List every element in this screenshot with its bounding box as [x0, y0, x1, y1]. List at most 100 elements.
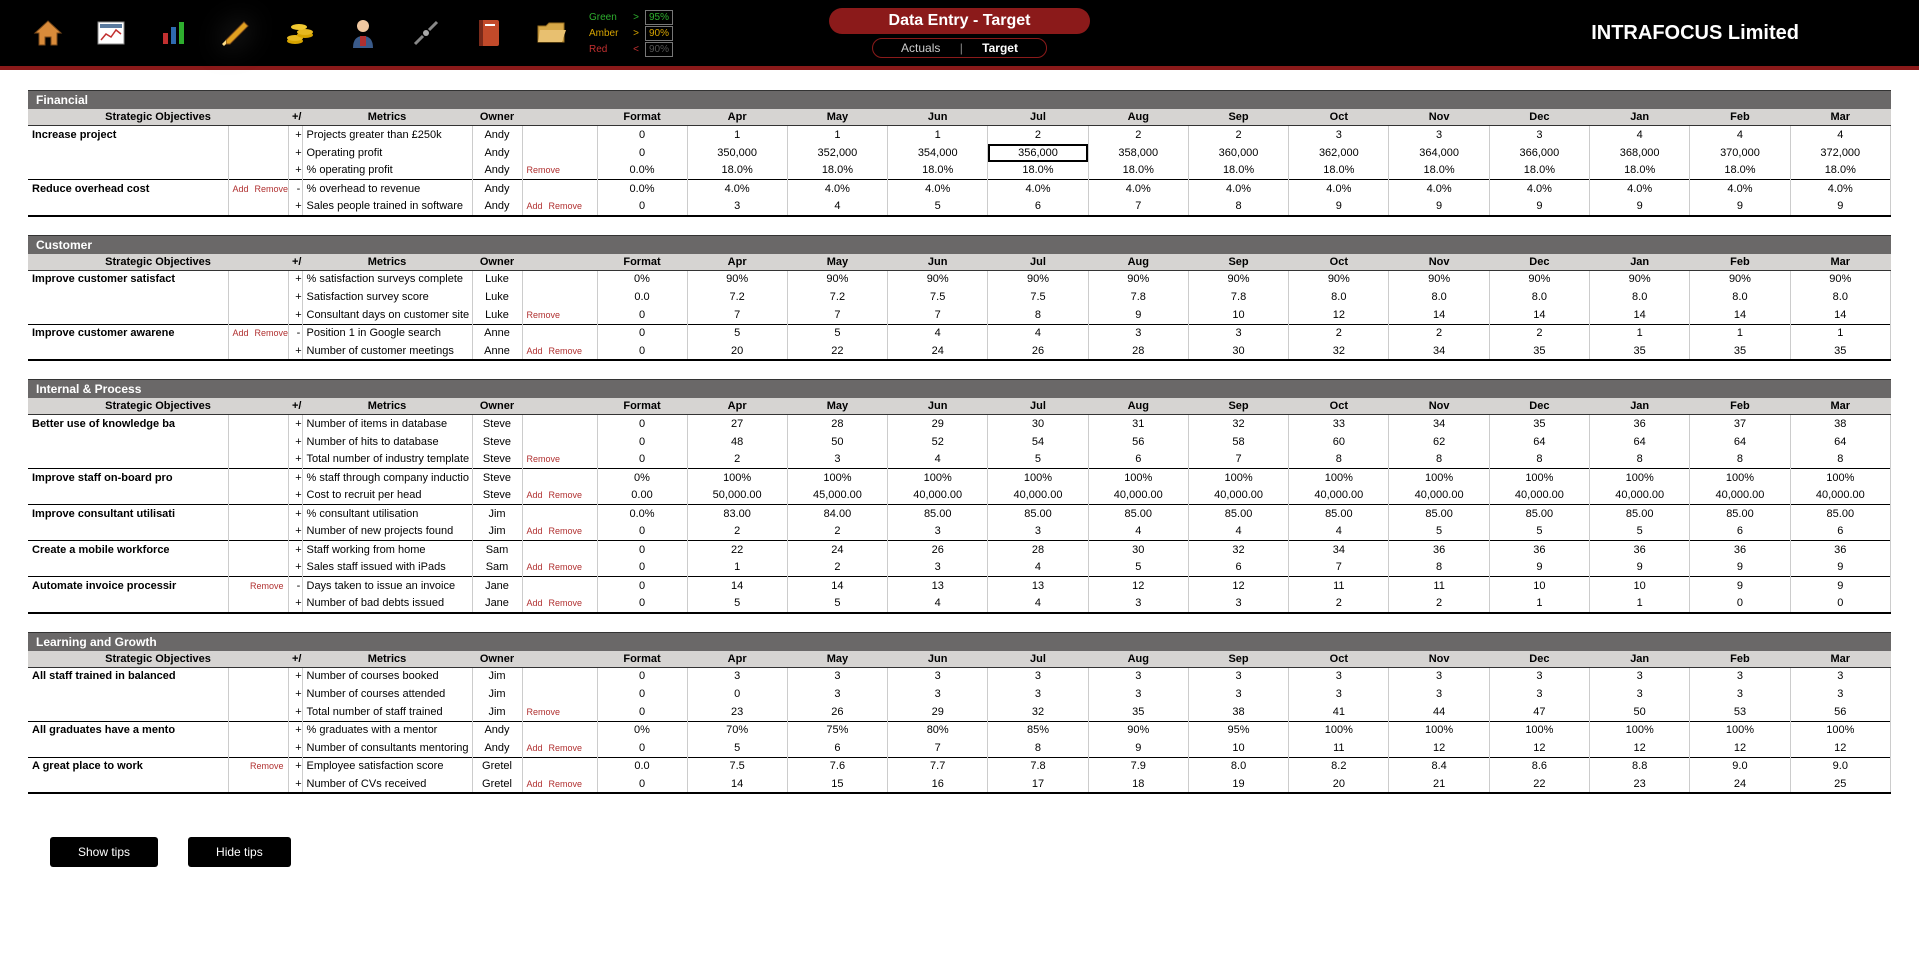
data-cell[interactable]: 3 [988, 685, 1088, 703]
data-cell[interactable]: 18.0% [687, 162, 787, 180]
data-cell[interactable]: 7 [888, 739, 988, 757]
data-cell[interactable]: 85.00 [888, 505, 988, 523]
data-cell[interactable]: 6 [1690, 523, 1790, 541]
data-cell[interactable]: 4.0% [687, 180, 787, 198]
data-cell[interactable]: 354,000 [888, 144, 988, 162]
data-cell[interactable]: 9 [1088, 306, 1188, 324]
data-cell[interactable]: 100% [1690, 469, 1790, 487]
data-cell[interactable]: 85.00 [1389, 505, 1489, 523]
data-cell[interactable]: 14 [1489, 306, 1589, 324]
data-cell[interactable]: 28 [1088, 342, 1188, 360]
data-cell[interactable]: 12 [1289, 306, 1389, 324]
data-cell[interactable]: 352,000 [787, 144, 887, 162]
data-cell[interactable]: 366,000 [1489, 144, 1589, 162]
data-cell[interactable]: 64 [1690, 433, 1790, 451]
data-cell[interactable]: 18.0% [1289, 162, 1389, 180]
data-cell[interactable]: 3 [1590, 667, 1690, 685]
data-cell[interactable]: 7.9 [1088, 757, 1188, 775]
data-cell[interactable]: 75% [787, 721, 887, 739]
data-cell[interactable]: 25 [1790, 775, 1890, 793]
data-cell[interactable]: 0 [1690, 595, 1790, 613]
data-cell[interactable]: 90% [988, 270, 1088, 288]
data-cell[interactable]: 9.0 [1790, 757, 1890, 775]
data-cell[interactable]: 30 [1188, 342, 1288, 360]
data-cell[interactable]: 100% [687, 469, 787, 487]
home-icon[interactable] [30, 16, 65, 51]
data-cell[interactable]: 2 [687, 451, 787, 469]
data-cell[interactable]: 2 [1088, 126, 1188, 144]
data-cell[interactable]: 64 [1790, 433, 1890, 451]
data-cell[interactable]: 6 [787, 739, 887, 757]
data-cell[interactable]: 90% [1690, 270, 1790, 288]
data-cell[interactable]: 85.00 [1088, 505, 1188, 523]
data-cell[interactable]: 32 [1289, 342, 1389, 360]
data-cell[interactable]: 90% [888, 270, 988, 288]
data-cell[interactable]: 11 [1389, 577, 1489, 595]
metric-remove[interactable]: Remove [549, 201, 583, 211]
data-cell[interactable]: 7.7 [888, 757, 988, 775]
data-cell[interactable]: 18.0% [1690, 162, 1790, 180]
data-cell[interactable]: 3 [787, 451, 887, 469]
data-cell[interactable]: 4 [1088, 523, 1188, 541]
data-cell[interactable]: 100% [1088, 469, 1188, 487]
data-cell[interactable]: 53 [1690, 703, 1790, 721]
metric-remove[interactable]: Remove [527, 454, 561, 464]
data-cell[interactable]: 4 [888, 324, 988, 342]
metric-remove[interactable]: Remove [527, 707, 561, 717]
data-cell[interactable]: 4.0% [1690, 180, 1790, 198]
metric-remove[interactable]: Remove [527, 310, 561, 320]
data-cell[interactable]: 9 [1489, 559, 1589, 577]
data-cell[interactable]: 35 [1590, 342, 1690, 360]
data-cell[interactable]: 37 [1690, 415, 1790, 433]
data-cell[interactable]: 56 [1088, 433, 1188, 451]
data-cell[interactable]: 38 [1790, 415, 1890, 433]
data-cell[interactable]: 1 [1690, 324, 1790, 342]
data-cell[interactable]: 83.00 [687, 505, 787, 523]
objective-remove[interactable]: Remove [250, 581, 284, 591]
data-cell[interactable]: 35 [1489, 415, 1589, 433]
data-cell[interactable]: 85.00 [1188, 505, 1288, 523]
data-cell[interactable]: 4 [988, 559, 1088, 577]
data-cell[interactable]: 8.0 [1690, 288, 1790, 306]
data-cell[interactable]: 5 [1088, 559, 1188, 577]
metric-add[interactable]: Add [527, 526, 549, 536]
data-cell[interactable]: 4 [888, 451, 988, 469]
data-cell[interactable]: 7.2 [687, 288, 787, 306]
settings-icon[interactable] [408, 16, 443, 51]
data-cell[interactable]: 30 [1088, 541, 1188, 559]
metric-remove[interactable]: Remove [527, 165, 561, 175]
data-cell[interactable]: 60 [1289, 433, 1389, 451]
data-cell[interactable]: 58 [1188, 433, 1288, 451]
data-cell[interactable]: 3 [988, 667, 1088, 685]
data-cell[interactable]: 9 [1489, 198, 1589, 216]
data-cell[interactable]: 14 [787, 577, 887, 595]
data-cell[interactable]: 4 [1690, 126, 1790, 144]
data-cell[interactable]: 100% [1188, 469, 1288, 487]
data-cell[interactable]: 33 [1289, 415, 1389, 433]
data-cell[interactable]: 8.0 [1790, 288, 1890, 306]
data-cell[interactable]: 35 [1790, 342, 1890, 360]
data-cell[interactable]: 4 [1289, 523, 1389, 541]
data-cell[interactable]: 14 [1690, 306, 1790, 324]
folder-icon[interactable] [534, 16, 569, 51]
data-cell[interactable]: 3 [1489, 667, 1589, 685]
data-cell[interactable]: 370,000 [1690, 144, 1790, 162]
data-cell[interactable]: 90% [1088, 270, 1188, 288]
data-cell[interactable]: 100% [1289, 469, 1389, 487]
data-cell[interactable]: 2 [1489, 324, 1589, 342]
data-cell[interactable]: 2 [687, 523, 787, 541]
data-cell[interactable]: 90% [1389, 270, 1489, 288]
data-cell[interactable]: 6 [1088, 451, 1188, 469]
data-cell[interactable]: 100% [787, 469, 887, 487]
data-cell[interactable]: 3 [1489, 126, 1589, 144]
data-cell[interactable]: 90% [1088, 721, 1188, 739]
data-cell[interactable]: 3 [1389, 685, 1489, 703]
data-cell[interactable]: 368,000 [1590, 144, 1690, 162]
data-cell[interactable]: 11 [1289, 739, 1389, 757]
data-cell[interactable]: 8 [1489, 451, 1589, 469]
metric-remove[interactable]: Remove [549, 743, 583, 753]
data-cell[interactable]: 40,000.00 [1690, 487, 1790, 505]
data-cell[interactable]: 7.6 [787, 757, 887, 775]
data-cell[interactable]: 64 [1590, 433, 1690, 451]
data-cell[interactable]: 3 [1590, 685, 1690, 703]
